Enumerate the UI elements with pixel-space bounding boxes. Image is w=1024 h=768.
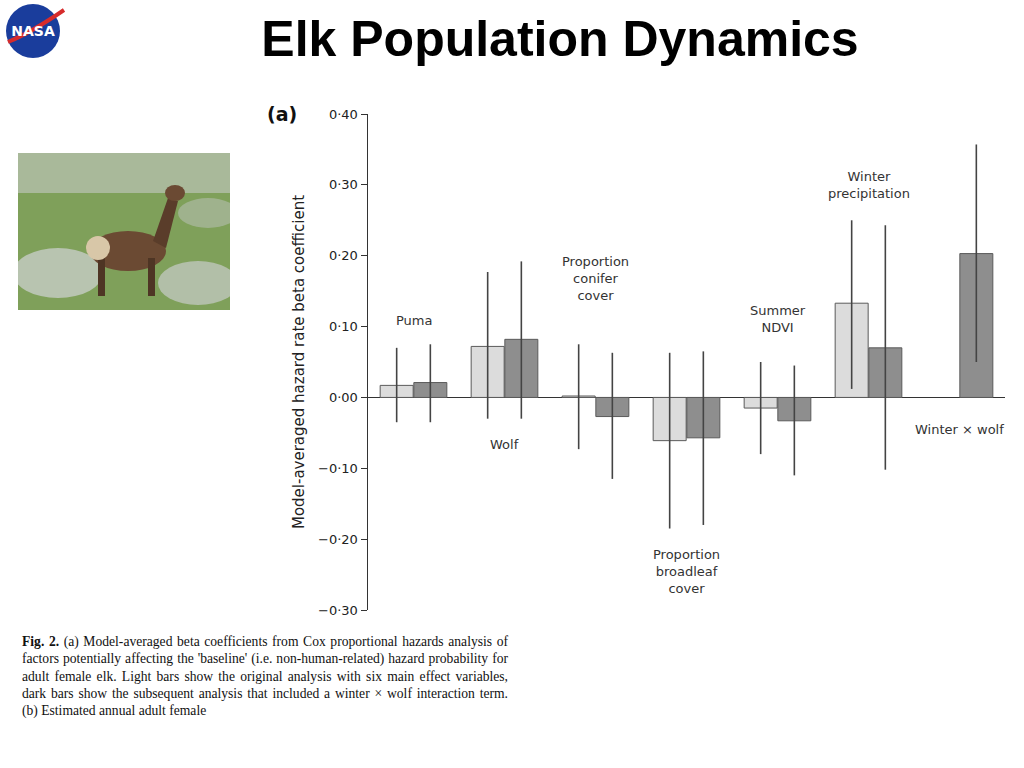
svg-text:(a): (a) <box>267 103 297 125</box>
svg-text:0·10: 0·10 <box>329 319 358 334</box>
svg-text:0·40: 0·40 <box>329 107 358 122</box>
svg-text:Winterprecipitation: Winterprecipitation <box>828 169 910 201</box>
svg-text:SummerNDVI: SummerNDVI <box>750 303 806 335</box>
svg-text:Wolf: Wolf <box>490 437 519 452</box>
svg-text:0·30: 0·30 <box>329 177 358 192</box>
svg-text:0·00: 0·00 <box>329 390 358 405</box>
html-text:Fig. 2. (a) Model-averaged bet: Fig. 2. (a) Model-averaged beta coeffici… <box>22 634 508 719</box>
svg-text:−0·10: −0·10 <box>318 461 358 476</box>
svg-text:Puma: Puma <box>396 313 432 328</box>
svg-text:0·20: 0·20 <box>329 248 358 263</box>
svg-text:Model-averaged hazard rate bet: Model-averaged hazard rate beta coeffici… <box>290 195 308 529</box>
svg-text:NASA: NASA <box>11 23 55 39</box>
svg-text:Proportionbroadleafcover: Proportionbroadleafcover <box>653 547 720 596</box>
html-text:Elk Population Dynamics: Elk Population Dynamics <box>261 11 859 67</box>
svg-text:Proportionconifercover: Proportionconifercover <box>562 254 629 303</box>
svg-text:−0·20: −0·20 <box>318 532 358 547</box>
svg-text:−0·30: −0·30 <box>318 603 358 618</box>
svg-text:Winter × wolf: Winter × wolf <box>915 422 1004 437</box>
